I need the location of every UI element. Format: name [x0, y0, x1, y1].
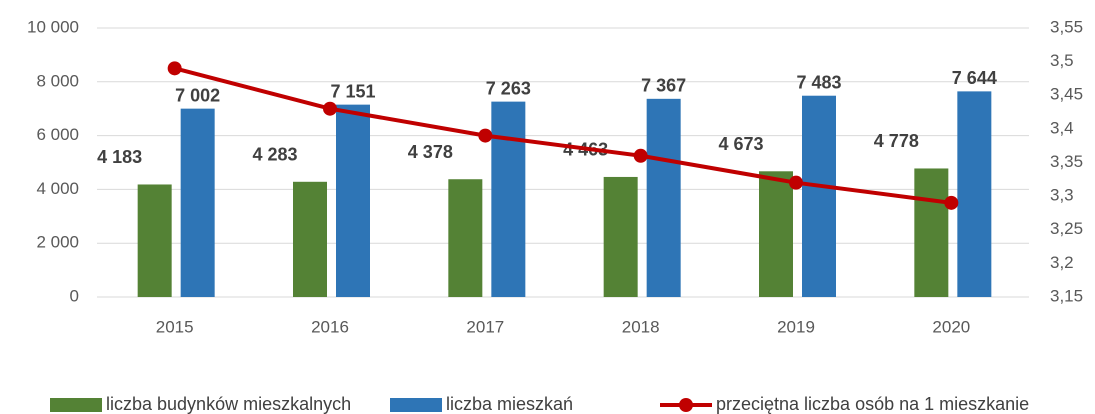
- line-marker: [478, 128, 493, 143]
- x-tick-label: 2017: [466, 317, 504, 336]
- bar: [293, 181, 327, 297]
- line-marker: [633, 148, 648, 163]
- y2-tick-label: 3,25: [1050, 219, 1083, 238]
- x-tick-label: 2016: [311, 317, 349, 336]
- legend-swatch-marker: [679, 398, 693, 412]
- bar: [603, 176, 638, 297]
- legend-label: przeciętna liczba osób na 1 mieszkanie: [716, 394, 1029, 414]
- data-label: 4 378: [408, 142, 453, 162]
- data-label: 7 002: [175, 85, 220, 105]
- bar: [336, 104, 370, 298]
- bar: [137, 184, 172, 297]
- data-label: 7 367: [641, 76, 686, 96]
- legend-label: liczba budynków mieszkalnych: [106, 394, 351, 414]
- y2-tick-label: 3,35: [1050, 152, 1083, 171]
- line: [174, 66, 952, 205]
- y2-tick-label: 3,15: [1050, 286, 1083, 305]
- legend-swatch: [50, 398, 102, 412]
- data-label: 7 483: [796, 72, 841, 92]
- x-tick-label: 2015: [156, 317, 194, 336]
- y-tick-label: 6 000: [36, 125, 79, 144]
- y-tick-label: 0: [70, 286, 79, 305]
- bar: [180, 108, 215, 297]
- line-marker: [789, 175, 803, 190]
- y-tick-label: 2 000: [36, 233, 79, 252]
- data-label: 4 778: [874, 131, 919, 151]
- y2-tick-label: 3,5: [1050, 51, 1074, 70]
- line-marker: [323, 101, 337, 116]
- bar: [491, 101, 526, 297]
- bar: [646, 98, 681, 297]
- y-tick-label: 8 000: [36, 71, 79, 90]
- bar: [957, 91, 992, 297]
- legend-swatch: [390, 398, 442, 412]
- bar: [759, 171, 793, 297]
- y2-tick-label: 3,55: [1050, 17, 1083, 36]
- x-tick-label: 2018: [622, 317, 660, 336]
- bar: [914, 168, 949, 297]
- y2-tick-label: 3,45: [1050, 85, 1083, 104]
- y2-tick-label: 3,3: [1050, 186, 1074, 205]
- y-tick-label: 10 000: [27, 17, 79, 36]
- y2-tick-label: 3,4: [1050, 118, 1074, 137]
- y2-tick-label: 3,2: [1050, 253, 1074, 272]
- line-marker: [944, 195, 959, 210]
- y-tick-label: 4 000: [36, 179, 79, 198]
- line-marker: [167, 61, 182, 76]
- x-tick-label: 2019: [777, 317, 815, 336]
- data-label: 4 183: [97, 147, 142, 167]
- legend-label: liczba mieszkań: [446, 394, 573, 414]
- data-label: 7 151: [330, 81, 375, 101]
- data-label: 4 673: [718, 134, 763, 154]
- x-tick-label: 2020: [932, 317, 970, 336]
- data-label: 4 283: [252, 145, 297, 165]
- bar: [448, 179, 483, 297]
- bar: [802, 95, 836, 297]
- data-label: 7 644: [952, 68, 997, 88]
- data-label: 7 263: [486, 78, 531, 98]
